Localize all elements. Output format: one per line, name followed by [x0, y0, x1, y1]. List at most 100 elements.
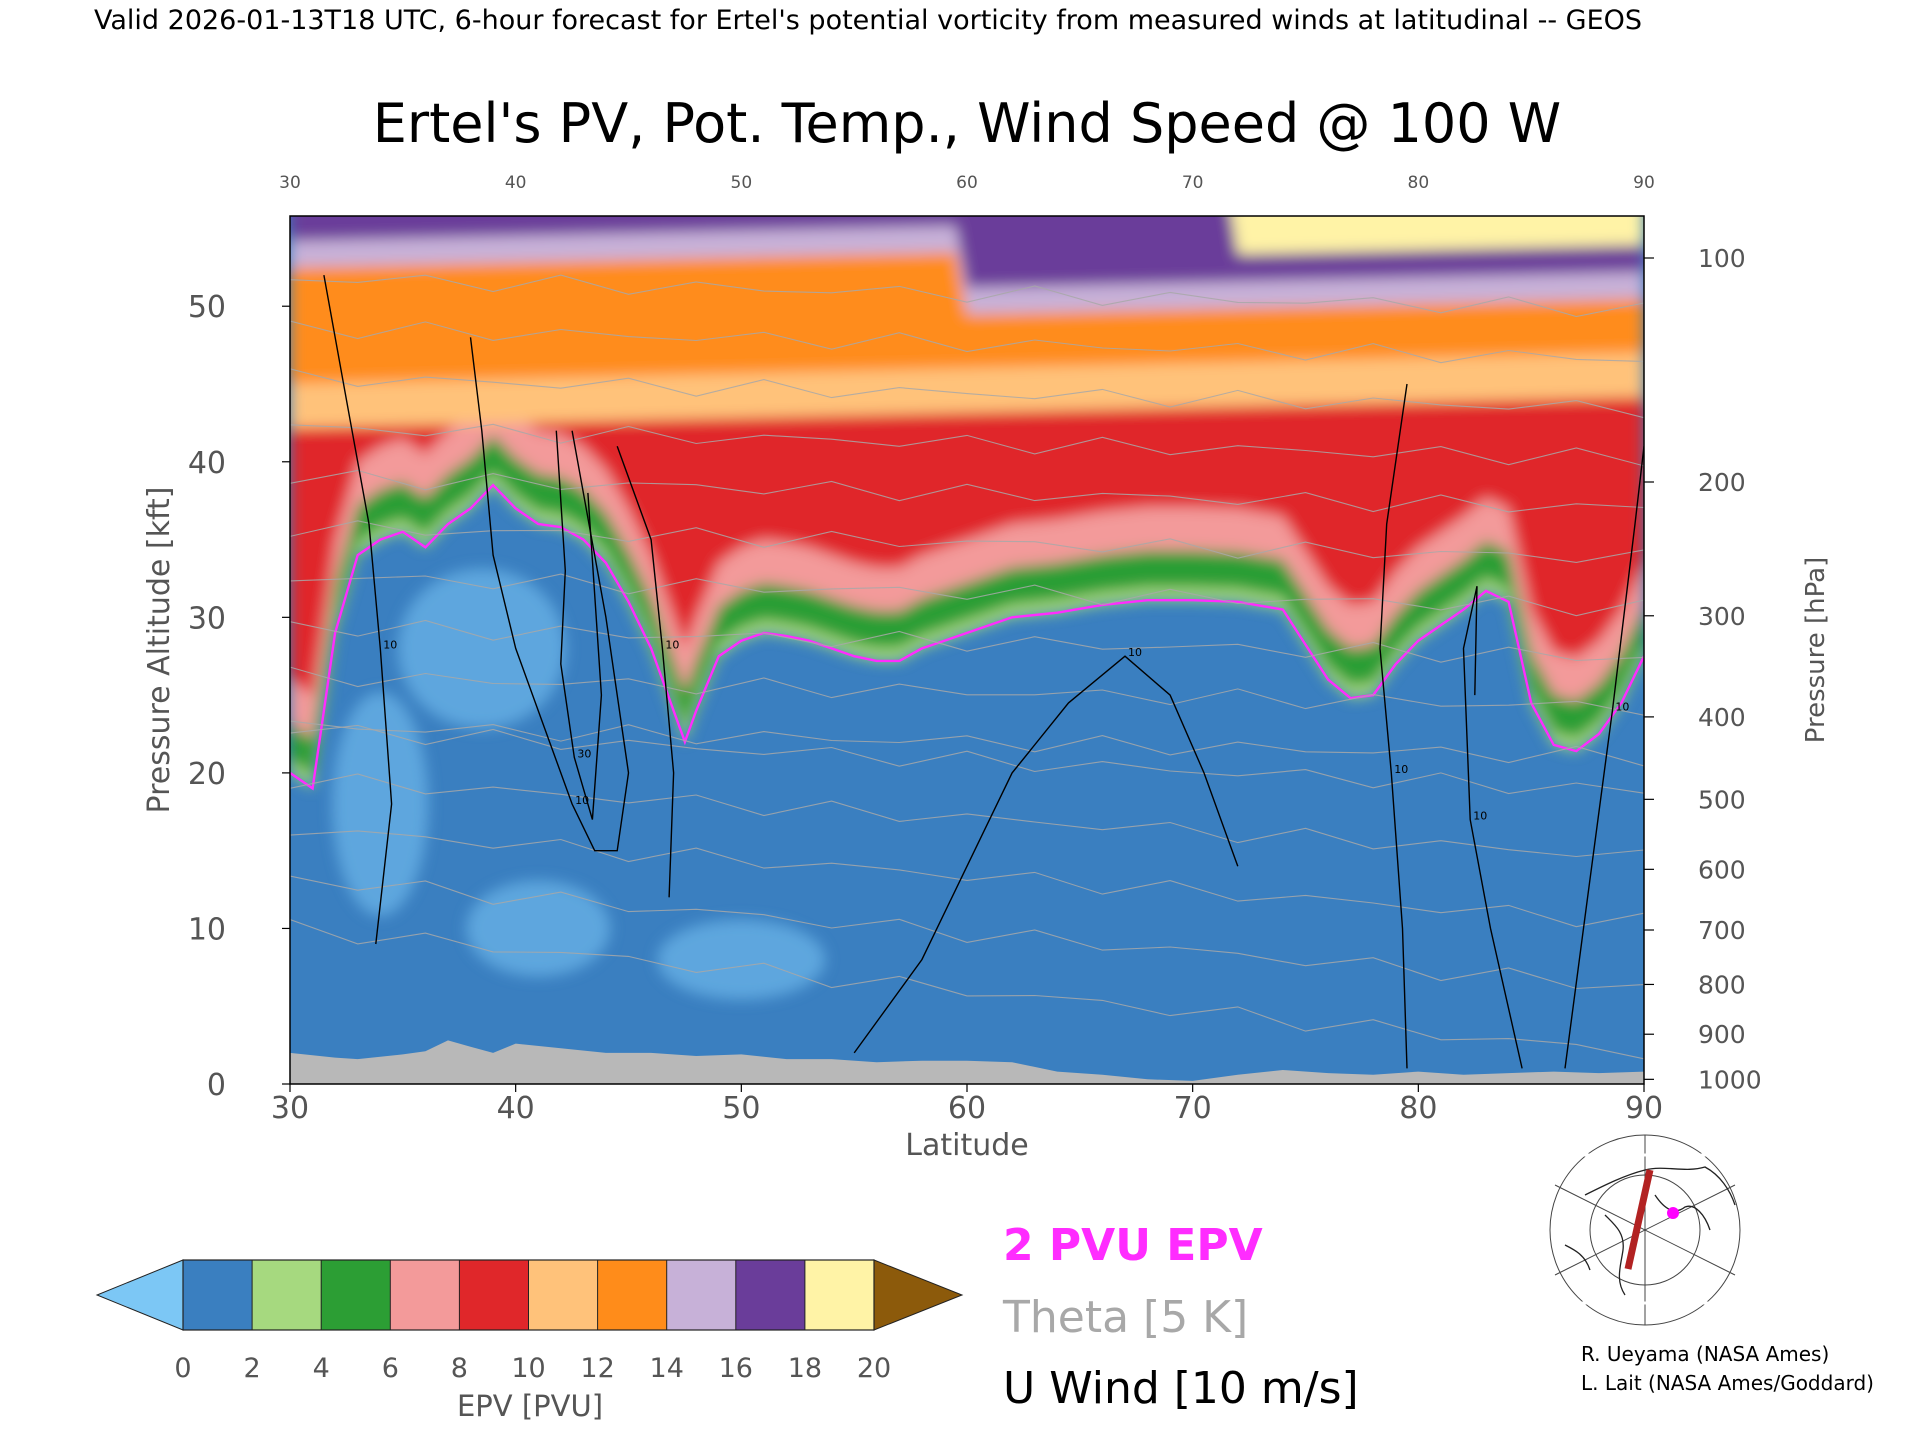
credit-line-1: R. Ueyama (NASA Ames)	[1581, 1342, 1829, 1366]
valid-time-line: Valid 2026-01-13T18 UTC, 6-hour forecast…	[94, 5, 1642, 36]
pressure-tick-label: 500	[1698, 785, 1746, 814]
theta-isentrope	[290, 520, 1644, 563]
u-wind-contour	[469, 337, 630, 852]
colorbar-tick-label: 18	[788, 1353, 822, 1384]
colorbar-label: EPV [PVU]	[457, 1389, 603, 1423]
pressure-tick-label: 600	[1698, 855, 1746, 884]
colorbar-under-arrow	[95, 1259, 184, 1331]
map-coastline	[1564, 1166, 1736, 1296]
x-tick-label: 50	[722, 1091, 760, 1126]
pressure-tick-label: 400	[1698, 703, 1746, 732]
colorbar-segment	[804, 1260, 875, 1330]
pressure-tick-label: 700	[1698, 916, 1746, 945]
x-axis-label: Latitude	[905, 1128, 1028, 1163]
colorbar-tick-label: 2	[244, 1353, 261, 1384]
colorbar-segment	[390, 1260, 460, 1330]
colorbar-over-arrow	[873, 1259, 964, 1331]
u-wind-contour	[616, 445, 675, 898]
pressure-tick-label: 300	[1698, 602, 1746, 631]
theta-isentrope	[290, 320, 1644, 364]
low-pv-patch	[332, 692, 429, 916]
y-tick-label: 40	[188, 446, 226, 481]
x-tick-label-top: 70	[1182, 173, 1204, 193]
colorbar-segment	[528, 1260, 599, 1330]
u-wind-contour-label: 10	[1394, 763, 1408, 776]
theta-isentrope	[290, 423, 1644, 467]
y-tick-label: 30	[188, 601, 226, 636]
y-axis-label-left: Pressure Altitude [kft]	[142, 487, 177, 814]
colorbar-tick-label: 12	[580, 1353, 614, 1384]
legend-theta: Theta [5 K]	[1002, 1292, 1248, 1343]
pressure-tick-label: 200	[1698, 468, 1746, 497]
theta-isentrope	[290, 875, 1644, 990]
x-tick-label: 30	[271, 1091, 309, 1126]
theta-isentrope	[290, 368, 1644, 419]
u-wind-contour-label: 10	[1128, 646, 1142, 659]
u-wind-contour	[1462, 586, 1523, 1069]
y-tick-label: 10	[188, 912, 226, 947]
map-track	[1624, 1169, 1654, 1270]
colorbar-tick-label: 8	[451, 1353, 468, 1384]
pressure-tick-label: 900	[1698, 1020, 1746, 1049]
u-wind-contour-label: 30	[577, 747, 591, 760]
colorbar-tick-label: 6	[382, 1353, 399, 1384]
x-tick-label-top: 80	[1408, 173, 1430, 193]
x-tick-label: 80	[1399, 1091, 1437, 1126]
u-wind-contour	[1379, 383, 1408, 1069]
x-tick-label: 40	[497, 1091, 535, 1126]
theta-isentrope	[290, 573, 1644, 617]
x-tick-label-top: 90	[1633, 173, 1655, 193]
theta-isentrope	[290, 274, 1644, 318]
x-tick-label-top: 50	[731, 173, 753, 193]
colorbar-segment	[252, 1260, 322, 1330]
u-wind-contour-label: 10	[1473, 810, 1487, 823]
epv-band	[1231, 216, 1644, 255]
theta-isentrope	[290, 619, 1644, 663]
colorbar-segment	[321, 1260, 391, 1330]
theta-isentrope	[290, 724, 1644, 795]
u-wind-contour	[1564, 446, 1644, 1069]
chart-title: Ertel's PV, Pot. Temp., Wind Speed @ 100…	[373, 92, 1561, 155]
theta-isentrope	[290, 773, 1644, 858]
u-wind-contour-label: 10	[1615, 701, 1629, 714]
colorbar-segment	[666, 1260, 737, 1330]
legend-2pvu: 2 PVU EPV	[1003, 1220, 1263, 1271]
theta-isentrope	[290, 666, 1644, 716]
colorbar-tick-label: 10	[511, 1353, 545, 1384]
map-marker	[1667, 1207, 1679, 1219]
y-tick-label: 20	[188, 757, 226, 792]
theta-isentrope	[290, 469, 1644, 513]
low-pv-patch	[397, 568, 566, 729]
x-tick-label: 60	[948, 1091, 986, 1126]
pressure-tick-label: 800	[1698, 970, 1746, 999]
colorbar: 0 2 4 6 8 10 12 14 16 18 20	[95, 1259, 964, 1384]
y-tick-label: 50	[188, 290, 226, 325]
x-tick-label-top: 30	[279, 173, 301, 193]
colorbar-tick-label: 16	[719, 1353, 753, 1384]
u-wind-contour	[323, 274, 393, 945]
low-pv-patch	[657, 919, 826, 1000]
x-tick-label-top: 40	[505, 173, 527, 193]
x-tick-label-top: 60	[956, 173, 978, 193]
colorbar-segment	[459, 1260, 529, 1330]
terrain-mask	[290, 1040, 1644, 1084]
pressure-tick-label: 100	[1698, 244, 1746, 273]
u-wind-contour-label: 10	[665, 638, 679, 651]
theta-isentrope	[290, 720, 1644, 767]
theta-isentrope	[290, 918, 1644, 1060]
colorbar-tick-label: 4	[313, 1353, 330, 1384]
legend-u-wind: U Wind [10 m/s]	[1003, 1363, 1359, 1414]
y-axis-label-right: Pressure [hPa]	[1801, 557, 1831, 744]
x-tick-label: 90	[1625, 1091, 1663, 1126]
pressure-tick-label: 1000	[1698, 1065, 1762, 1094]
x-tick-label: 70	[1174, 1091, 1212, 1126]
theta-isentrope	[290, 830, 1644, 928]
y-tick-label: 0	[207, 1068, 226, 1103]
low-pv-patch	[466, 880, 611, 977]
tropopause-2pvu-line	[290, 483, 1644, 791]
colorbar-tick-label: 20	[857, 1353, 891, 1384]
colorbar-segment	[597, 1260, 668, 1330]
locator-map	[1543, 1134, 1745, 1326]
u-wind-contour	[555, 430, 603, 820]
